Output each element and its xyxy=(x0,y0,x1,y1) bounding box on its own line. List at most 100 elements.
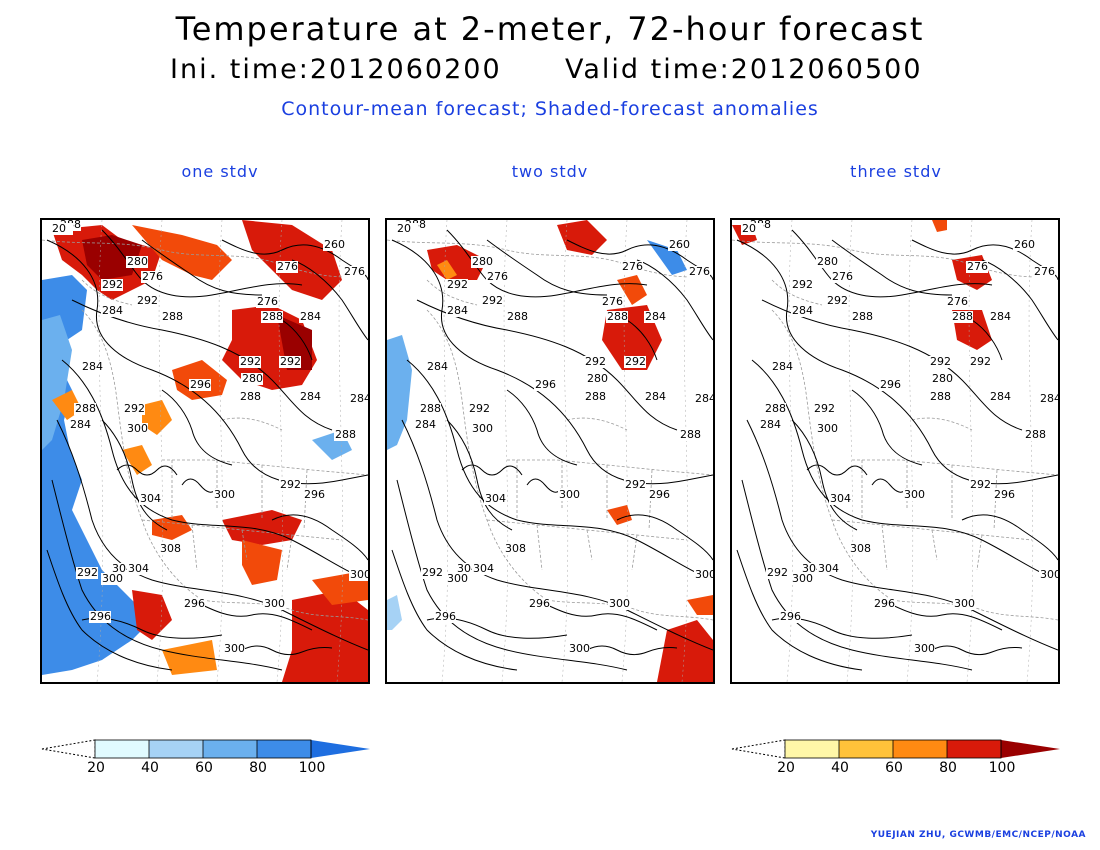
contour-label-background xyxy=(484,493,506,505)
contour-label: 284 xyxy=(645,390,666,403)
contour-label-background xyxy=(766,567,788,579)
contour-label: 288 xyxy=(162,310,183,323)
contour-label-background xyxy=(299,311,321,323)
colorbar-negative xyxy=(40,738,380,762)
temperature-contour xyxy=(271,514,368,561)
contour-label-background xyxy=(929,356,951,368)
anomaly-shading xyxy=(617,275,647,305)
author-credit: YUEJIAN ZHU, GCWMB/EMC/NCEP/NOAA xyxy=(870,830,1086,840)
contour-label-background xyxy=(534,379,556,391)
boundary-line xyxy=(191,524,293,571)
contour-label-background xyxy=(831,271,853,283)
temperature-contour xyxy=(46,549,173,671)
contour-label-background xyxy=(69,419,91,431)
contour-label-background xyxy=(468,403,490,415)
contour-label-background xyxy=(791,279,813,291)
boundary-line xyxy=(536,524,638,571)
temperature-contour xyxy=(871,478,907,493)
contour-label-background xyxy=(239,391,261,403)
contour-label-background xyxy=(741,223,763,235)
contour-label-background xyxy=(136,295,158,307)
contour-label-background xyxy=(694,393,713,405)
contour-label-background xyxy=(506,311,528,323)
colorbar-positive-arrow-low xyxy=(731,739,786,759)
temperature-contour xyxy=(46,239,368,485)
anomaly-shading xyxy=(42,315,72,450)
contour-label: 292 xyxy=(447,278,468,291)
temperature-contour xyxy=(806,464,868,476)
contour-label-background xyxy=(303,489,325,501)
panel-title-one-stdv: one stdv xyxy=(181,162,259,181)
temperature-contour xyxy=(51,479,283,671)
contour-label: 296 xyxy=(435,610,456,623)
anomaly-shading xyxy=(557,220,607,255)
contour-label: 288 xyxy=(1025,428,1046,441)
temperature-contour xyxy=(636,259,713,341)
boundary-line xyxy=(566,417,628,431)
contour-label-background xyxy=(966,261,988,273)
contour-label: 300 xyxy=(1040,568,1058,581)
contour-label: 300 xyxy=(127,422,148,435)
temperature-contour xyxy=(536,599,658,631)
boundary-line xyxy=(516,460,653,531)
temperature-contour xyxy=(851,389,923,466)
contour-label: 276 xyxy=(832,270,853,283)
contour-label: 284 xyxy=(645,310,666,323)
contour-label: 292 xyxy=(814,402,835,415)
boundary-line xyxy=(881,524,983,571)
contour-label: 288 xyxy=(952,310,973,323)
anomaly-shading xyxy=(132,590,172,640)
temperature-contour xyxy=(736,239,1058,485)
colorbar-negative-swatch xyxy=(95,740,149,758)
colorbar-positive-arrow-high xyxy=(1001,740,1060,758)
contour-label-background xyxy=(913,643,935,655)
contour-label-background xyxy=(263,598,285,610)
contour-label: 304 xyxy=(818,562,839,575)
colorbar-positive xyxy=(730,738,1070,762)
contour-label: 288 xyxy=(240,390,261,403)
contour-label: 280 xyxy=(817,255,838,268)
contour-label: 304 xyxy=(485,492,506,505)
temperature-contour xyxy=(741,479,973,671)
anomaly-shading xyxy=(282,590,368,682)
contour-label-background xyxy=(624,356,646,368)
contour-label-background xyxy=(349,393,368,405)
contour-label-background xyxy=(779,611,801,623)
contour-label: 20 xyxy=(742,222,756,235)
contour-label: 300 xyxy=(954,597,975,610)
initial-time: Ini. time:2012060200 xyxy=(170,54,502,85)
contour-label: 300 xyxy=(350,568,368,581)
anomaly-shading xyxy=(607,505,632,525)
contour-label: 276 xyxy=(947,295,968,308)
temperature-contour xyxy=(161,389,233,466)
contour-label-background xyxy=(931,373,953,385)
contour-label-background xyxy=(189,379,211,391)
colorbar-positive-swatch xyxy=(785,740,839,758)
contour-label-background xyxy=(929,391,951,403)
contour-label: 292 xyxy=(827,294,848,307)
colorbar-negative-tick: 20 xyxy=(87,760,105,776)
colorbar-positive-swatch xyxy=(839,740,893,758)
contour-label-background xyxy=(74,403,96,415)
contour-label: 288 xyxy=(335,428,356,441)
contour-label-background xyxy=(849,543,871,555)
contour-label: 284 xyxy=(990,310,1011,323)
boundary-line xyxy=(426,279,478,306)
contour-label-background xyxy=(873,598,895,610)
contour-label: 296 xyxy=(304,488,325,501)
temperature-contour xyxy=(391,239,713,485)
temperature-contour xyxy=(931,645,1023,656)
contour-label-background xyxy=(606,311,628,323)
contour-label-background xyxy=(446,279,468,291)
contour-label: 284 xyxy=(350,392,368,405)
contour-label-background xyxy=(434,611,456,623)
temperature-contour xyxy=(751,359,1058,581)
contour-label: 260 xyxy=(1014,238,1035,251)
temperature-contour xyxy=(831,239,953,296)
contour-label: 280 xyxy=(127,255,148,268)
contour-label-background xyxy=(528,598,550,610)
temperature-contour xyxy=(616,514,713,561)
graticule-line xyxy=(336,220,344,682)
contour-label: 288 xyxy=(680,428,701,441)
contour-label: 284 xyxy=(695,392,713,405)
